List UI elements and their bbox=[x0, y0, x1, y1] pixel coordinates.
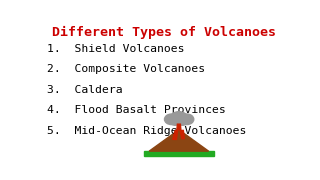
Text: 5.  Mid-Ocean Ridge Volcanoes: 5. Mid-Ocean Ridge Volcanoes bbox=[47, 126, 247, 136]
Text: 1.  Shield Volcanoes: 1. Shield Volcanoes bbox=[47, 44, 185, 54]
Text: 3.  Caldera: 3. Caldera bbox=[47, 85, 123, 95]
Polygon shape bbox=[177, 124, 181, 130]
Polygon shape bbox=[173, 130, 178, 139]
Text: Different Types of Volcanoes: Different Types of Volcanoes bbox=[52, 26, 276, 39]
Polygon shape bbox=[149, 130, 209, 151]
Text: 4.  Flood Basalt Provinces: 4. Flood Basalt Provinces bbox=[47, 105, 226, 115]
Polygon shape bbox=[180, 130, 184, 139]
Ellipse shape bbox=[170, 118, 180, 125]
Ellipse shape bbox=[178, 118, 188, 125]
Ellipse shape bbox=[180, 114, 194, 125]
Ellipse shape bbox=[164, 114, 178, 125]
Polygon shape bbox=[144, 151, 214, 156]
Text: 2.  Composite Volcanoes: 2. Composite Volcanoes bbox=[47, 64, 205, 74]
Ellipse shape bbox=[170, 112, 188, 124]
